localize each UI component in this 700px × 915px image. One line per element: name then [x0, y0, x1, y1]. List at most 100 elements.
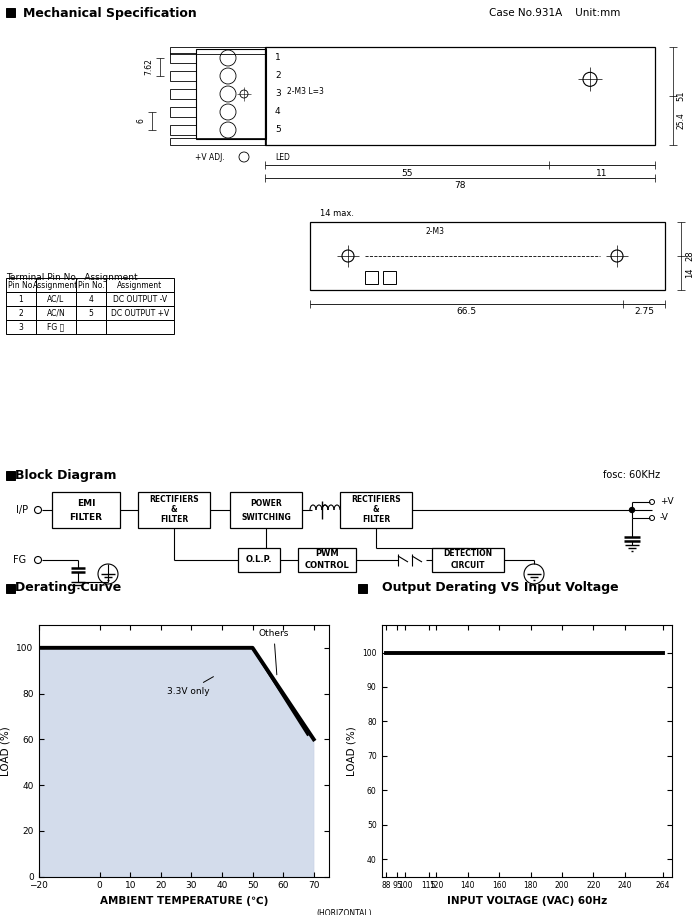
Bar	[383, 271, 396, 284]
Text: Block Diagram: Block Diagram	[15, 468, 117, 481]
Y-axis label: LOAD (%): LOAD (%)	[1, 726, 10, 776]
Text: AC/N: AC/N	[47, 308, 65, 318]
Bar	[170, 138, 266, 145]
Bar	[36, 320, 76, 334]
Text: 25.4: 25.4	[676, 112, 685, 129]
Text: +V ADJ.: +V ADJ.	[195, 153, 225, 162]
Bar	[138, 492, 210, 528]
Text: 3: 3	[19, 322, 23, 331]
Bar	[170, 89, 196, 99]
Bar	[6, 306, 36, 320]
Bar	[238, 548, 280, 572]
Bar	[106, 320, 174, 334]
Text: 66.5: 66.5	[456, 307, 477, 317]
Text: O.L.P.: O.L.P.	[246, 555, 272, 565]
X-axis label: INPUT VOLTAGE (VAC) 60Hz: INPUT VOLTAGE (VAC) 60Hz	[447, 896, 607, 906]
Text: Assignment: Assignment	[118, 281, 162, 289]
Text: Derating Curve: Derating Curve	[15, 582, 121, 595]
Bar	[6, 8, 15, 17]
Text: 14: 14	[685, 268, 694, 278]
Text: 3: 3	[275, 90, 281, 99]
Text: 5: 5	[275, 125, 281, 135]
Text: Pin No.: Pin No.	[78, 281, 104, 289]
Bar	[310, 222, 665, 290]
Bar	[6, 471, 15, 480]
Bar	[6, 278, 36, 292]
Bar	[6, 320, 36, 334]
Bar	[36, 278, 76, 292]
Text: 2: 2	[275, 71, 281, 81]
Text: SWITCHING: SWITCHING	[241, 512, 291, 522]
Bar	[365, 271, 378, 284]
Text: fosc: 60KHz: fosc: 60KHz	[603, 470, 661, 480]
Text: FILTER: FILTER	[160, 515, 188, 524]
Bar	[52, 492, 120, 528]
Text: Others: Others	[259, 630, 289, 674]
Text: (HORIZONTAL): (HORIZONTAL)	[317, 909, 372, 915]
Bar	[6, 292, 36, 306]
Text: 28: 28	[685, 251, 694, 262]
Bar	[76, 320, 106, 334]
Bar	[432, 548, 504, 572]
Text: 7.62: 7.62	[144, 59, 153, 75]
Text: 3.3V only: 3.3V only	[167, 677, 214, 695]
Text: DC OUTPUT -V: DC OUTPUT -V	[113, 295, 167, 304]
Text: &: &	[372, 505, 379, 514]
Bar	[170, 125, 196, 135]
Bar	[76, 306, 106, 320]
Polygon shape	[38, 648, 314, 877]
Bar	[170, 107, 196, 117]
Bar	[196, 49, 266, 139]
Bar	[358, 584, 367, 593]
Text: 2-M3: 2-M3	[425, 228, 444, 236]
Bar	[170, 53, 196, 63]
Text: 14 max.: 14 max.	[320, 210, 354, 219]
Bar	[6, 584, 15, 593]
Text: 11: 11	[596, 168, 608, 178]
Text: Output Derating VS Input Voltage: Output Derating VS Input Voltage	[382, 582, 618, 595]
Bar	[170, 71, 196, 81]
Bar	[230, 492, 302, 528]
Bar	[106, 278, 174, 292]
Text: Mechanical Specification: Mechanical Specification	[23, 6, 197, 19]
Bar	[106, 292, 174, 306]
Text: Assignment: Assignment	[34, 281, 78, 289]
Bar	[76, 278, 106, 292]
Text: CONTROL: CONTROL	[304, 562, 349, 570]
Text: LED: LED	[275, 153, 290, 162]
Text: &: &	[171, 505, 177, 514]
Text: 1: 1	[275, 53, 281, 62]
Text: 6: 6	[136, 119, 146, 124]
Text: 2.75: 2.75	[634, 307, 654, 317]
Y-axis label: LOAD (%): LOAD (%)	[346, 726, 356, 776]
Text: EMI: EMI	[77, 499, 95, 508]
Text: DC OUTPUT +V: DC OUTPUT +V	[111, 308, 169, 318]
Text: 1: 1	[19, 295, 23, 304]
Text: RECTIFIERS: RECTIFIERS	[149, 496, 199, 504]
Text: Pin No.: Pin No.	[8, 281, 34, 289]
Circle shape	[629, 508, 634, 512]
Text: CIRCUIT: CIRCUIT	[451, 562, 485, 570]
Bar	[36, 306, 76, 320]
Text: 78: 78	[454, 181, 466, 190]
Text: 2: 2	[19, 308, 23, 318]
Text: 4: 4	[89, 295, 93, 304]
Text: -V: -V	[660, 513, 669, 522]
Bar	[265, 47, 655, 145]
Bar	[340, 492, 412, 528]
Text: 2-M3 L=3: 2-M3 L=3	[287, 88, 324, 96]
Text: POWER: POWER	[250, 499, 282, 508]
Bar	[170, 47, 266, 54]
Text: RECTIFIERS: RECTIFIERS	[351, 496, 401, 504]
Text: Terminal Pin No.  Assignment: Terminal Pin No. Assignment	[6, 273, 138, 282]
Bar	[106, 306, 174, 320]
Text: 4: 4	[275, 107, 281, 116]
X-axis label: AMBIENT TEMPERATURE (℃): AMBIENT TEMPERATURE (℃)	[99, 896, 268, 906]
Text: 51: 51	[676, 91, 685, 102]
Text: FILTER: FILTER	[362, 515, 390, 524]
Bar	[36, 292, 76, 306]
Bar	[76, 292, 106, 306]
Text: FG: FG	[13, 555, 26, 565]
Text: FILTER: FILTER	[69, 512, 102, 522]
Text: DETECTION: DETECTION	[443, 550, 493, 558]
